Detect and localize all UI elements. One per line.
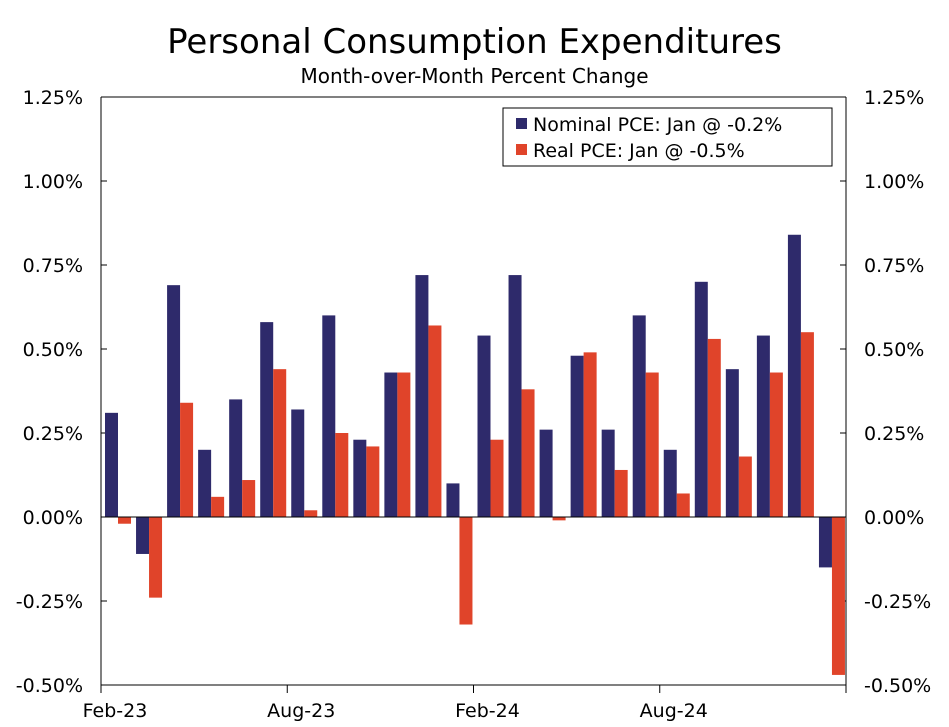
real-pce-bar xyxy=(521,389,535,517)
y-tick-label-right: 1.00% xyxy=(864,171,924,193)
real-pce-bar xyxy=(273,369,287,517)
nominal-pce-bar xyxy=(229,399,243,517)
nominal-pce-bar xyxy=(601,429,615,517)
real-pce-bar xyxy=(366,446,380,517)
real-pce-bar xyxy=(800,332,814,517)
x-tick-label: Feb-23 xyxy=(83,700,148,722)
y-tick-label-left: 1.25% xyxy=(23,87,83,109)
nominal-pce-bar xyxy=(105,412,118,517)
y-tick-label-right: -0.50% xyxy=(864,675,931,697)
nominal-pce-bar xyxy=(291,409,305,517)
y-tick-label-right: -0.25% xyxy=(864,591,931,613)
nominal-pce-bar xyxy=(787,234,801,517)
y-tick-label-right: 0.25% xyxy=(864,423,924,445)
real-pce-bar xyxy=(335,433,349,517)
real-pce-bar xyxy=(180,402,194,517)
nominal-pce-bar xyxy=(694,281,708,517)
real-pce-bar xyxy=(459,517,473,625)
legend-label-real: Real PCE: Jan @ -0.5% xyxy=(533,140,745,162)
chart-title: Personal Consumption Expenditures xyxy=(167,22,782,62)
x-tick-label: Aug-23 xyxy=(267,700,335,722)
nominal-pce-bar xyxy=(663,449,677,517)
y-tick-label-left: 0.25% xyxy=(23,423,83,445)
real-pce-bar xyxy=(118,517,131,524)
legend-box xyxy=(502,107,833,167)
real-pce-bar xyxy=(831,517,845,675)
real-pce-bar xyxy=(707,338,721,517)
legend-swatch-nominal xyxy=(516,118,527,129)
y-tick-label-left: 0.75% xyxy=(23,255,83,277)
nominal-pce-bar xyxy=(818,517,832,568)
real-pce-bar xyxy=(490,439,504,517)
real-pce-bar xyxy=(242,480,256,517)
nominal-pce-bar xyxy=(353,439,367,517)
real-pce-bar xyxy=(428,325,442,517)
real-pce-bar xyxy=(738,456,752,517)
nominal-pce-bar xyxy=(570,355,584,517)
nominal-pce-bar xyxy=(632,315,646,517)
nominal-pce-bar xyxy=(756,335,770,517)
y-tick-label-right: 0.00% xyxy=(864,507,924,529)
y-tick-label-left: -0.25% xyxy=(16,591,83,613)
nominal-pce-bar xyxy=(322,315,336,517)
legend-label-nominal: Nominal PCE: Jan @ -0.2% xyxy=(533,114,782,136)
nominal-pce-bar xyxy=(725,369,739,517)
chart-subtitle: Month-over-Month Percent Change xyxy=(300,64,649,88)
real-pce-bar xyxy=(304,510,318,517)
nominal-pce-bar xyxy=(539,429,553,517)
nominal-pce-bar xyxy=(136,517,150,554)
nominal-pce-bar xyxy=(260,322,274,517)
y-tick-label-left: 1.00% xyxy=(23,171,83,193)
x-tick-label: Aug-24 xyxy=(640,700,708,722)
nominal-pce-bar xyxy=(198,449,212,517)
nominal-pce-bar xyxy=(446,483,460,517)
nominal-pce-bar xyxy=(508,275,522,517)
nominal-pce-bar xyxy=(384,372,398,517)
real-pce-bar xyxy=(149,517,163,598)
real-pce-bar xyxy=(645,372,659,517)
real-pce-bar xyxy=(583,352,597,517)
nominal-pce-bar xyxy=(477,335,491,517)
real-pce-bar xyxy=(676,493,690,517)
y-tick-label-right: 0.75% xyxy=(864,255,924,277)
y-tick-label-left: 0.00% xyxy=(23,507,83,529)
legend-swatch-real xyxy=(516,144,527,155)
real-pce-bar xyxy=(769,372,783,517)
y-tick-label-right: 0.50% xyxy=(864,339,924,361)
y-tick-label-right: 1.25% xyxy=(864,87,924,109)
nominal-pce-bar xyxy=(167,285,181,517)
x-tick-label: Feb-24 xyxy=(455,700,520,722)
y-tick-label-left: 0.50% xyxy=(23,339,83,361)
real-pce-bar xyxy=(552,517,566,521)
y-tick-label-left: -0.50% xyxy=(16,675,83,697)
real-pce-bar xyxy=(397,372,411,517)
real-pce-bar xyxy=(211,496,225,517)
real-pce-bar xyxy=(614,469,628,517)
nominal-pce-bar xyxy=(415,275,429,517)
